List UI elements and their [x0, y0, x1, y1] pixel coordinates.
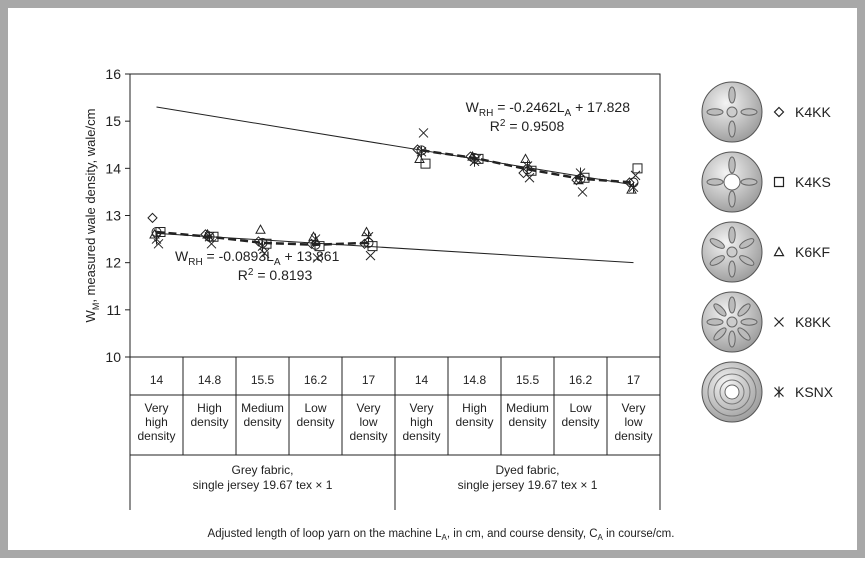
x-tick-label: 17	[362, 373, 376, 387]
x-tick-label: 14	[415, 373, 429, 387]
x-label-part: in course/cm.	[603, 528, 675, 540]
density-label: density	[243, 415, 281, 429]
y-tick-label: 14	[105, 160, 121, 176]
x-tick-label: 16.2	[304, 373, 328, 387]
x-tick-label: 14.8	[198, 373, 222, 387]
x-axis-label: Adjusted length of loop yarn on the mach…	[208, 528, 675, 542]
density-label: density	[614, 429, 652, 443]
x-tick-label: 15.5	[251, 373, 275, 387]
density-label: Low	[569, 401, 591, 415]
x-tick-label: 16.2	[569, 373, 593, 387]
y-label-sub: M	[91, 303, 101, 311]
y-label-rest: , measured wale density, wale/cm	[83, 109, 98, 303]
density-label: Very	[621, 401, 645, 415]
density-label: density	[190, 415, 228, 429]
density-label: density	[561, 415, 599, 429]
legend-label: K4KS	[795, 174, 831, 190]
icon-petal	[707, 109, 723, 115]
icon-petal	[741, 179, 757, 185]
y-tick-label: 16	[105, 66, 121, 82]
group-label: single jersey 19.67 tex × 1	[193, 478, 333, 492]
density-label: High	[462, 401, 487, 415]
icon-petal	[729, 227, 735, 243]
icon-petal	[729, 297, 735, 313]
density-label: Very	[144, 401, 168, 415]
density-label: High	[197, 401, 222, 415]
icon-petal	[707, 319, 723, 325]
icon-petal	[741, 109, 757, 115]
icon-petal	[729, 121, 735, 137]
eq-part: + 17.828	[571, 99, 630, 115]
icon-petal	[729, 261, 735, 277]
x-tick-label: 14.8	[463, 373, 487, 387]
y-tick-label: 10	[105, 349, 121, 365]
icon-petal	[729, 191, 735, 207]
y-tick-label: 15	[105, 113, 121, 129]
y-label-main: W	[83, 309, 98, 322]
density-label: Low	[304, 401, 326, 415]
icon-center	[724, 174, 740, 190]
density-label: density	[137, 429, 175, 443]
eq-sub: RH	[188, 257, 202, 268]
group-label: Dyed fabric,	[495, 463, 559, 477]
icon-center	[727, 247, 737, 257]
density-label: density	[508, 415, 546, 429]
legend-label: K4KK	[795, 104, 831, 120]
density-label: density	[455, 415, 493, 429]
x-tick-label: 17	[627, 373, 641, 387]
legend-label: K8KK	[795, 314, 831, 330]
density-label: low	[624, 415, 642, 429]
icon-center	[727, 317, 737, 327]
group-label: single jersey 19.67 tex × 1	[458, 478, 598, 492]
y-tick-label: 11	[106, 302, 121, 318]
r-part: R	[490, 118, 500, 134]
icon-petal	[729, 331, 735, 347]
chart: 10111213141516WM, measured wale density,…	[0, 0, 865, 558]
density-label: high	[145, 415, 168, 429]
x-tick-label: 15.5	[516, 373, 540, 387]
icon-petal	[741, 319, 757, 325]
y-tick-label: 12	[105, 255, 121, 271]
eq-part: + 13.861	[281, 248, 340, 264]
eq-part: = -0.0893L	[203, 248, 274, 264]
density-label: high	[410, 415, 433, 429]
x-tick-label: 14	[150, 373, 164, 387]
icon-center	[727, 107, 737, 117]
r-part: = 0.9508	[505, 118, 564, 134]
y-tick-label: 13	[105, 208, 121, 224]
density-label: Very	[409, 401, 433, 415]
r-part: = 0.8193	[253, 267, 312, 283]
density-label: Medium	[241, 401, 284, 415]
density-label: low	[359, 415, 377, 429]
density-label: Medium	[506, 401, 549, 415]
density-label: density	[296, 415, 334, 429]
x-label-part: Adjusted length of loop yarn on the mach…	[208, 528, 443, 540]
legend-label: K6KF	[795, 244, 830, 260]
icon-petal	[729, 157, 735, 173]
density-label: density	[402, 429, 440, 443]
icon-center	[725, 385, 739, 399]
eq-part: = -0.2462L	[493, 99, 564, 115]
legend-label: KSNX	[795, 384, 834, 400]
r-part: R	[238, 267, 248, 283]
group-label: Grey fabric,	[231, 463, 293, 477]
x-label-part: , in cm, and course density, C	[447, 528, 598, 540]
icon-petal	[729, 87, 735, 103]
eq-part: W	[466, 99, 480, 115]
icon-petal	[707, 179, 723, 185]
eq-part: W	[175, 248, 189, 264]
density-label: density	[349, 429, 387, 443]
density-label: Very	[356, 401, 380, 415]
